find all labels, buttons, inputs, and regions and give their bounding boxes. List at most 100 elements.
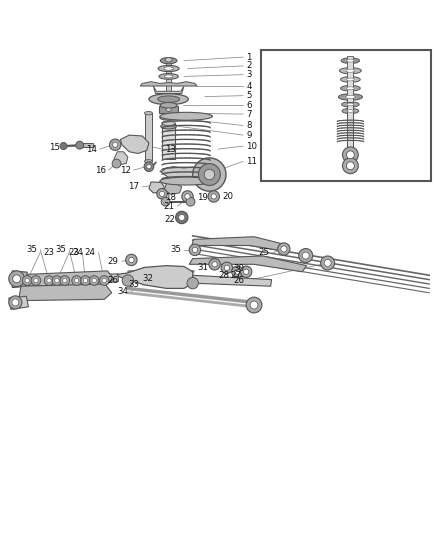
Text: 9: 9 <box>246 131 251 140</box>
Ellipse shape <box>165 58 172 62</box>
Circle shape <box>324 260 331 266</box>
Circle shape <box>278 243 290 255</box>
Polygon shape <box>149 182 164 193</box>
Ellipse shape <box>161 124 177 129</box>
Circle shape <box>89 276 99 285</box>
Circle shape <box>211 194 216 199</box>
Text: 35: 35 <box>55 245 66 254</box>
Circle shape <box>47 278 51 282</box>
Circle shape <box>25 278 29 282</box>
Text: 29: 29 <box>108 257 119 266</box>
Text: 30: 30 <box>233 264 244 273</box>
Ellipse shape <box>346 78 354 81</box>
Text: 32: 32 <box>143 274 154 283</box>
Polygon shape <box>26 274 118 283</box>
Ellipse shape <box>341 77 360 82</box>
Polygon shape <box>12 271 27 287</box>
Text: 14: 14 <box>86 144 97 154</box>
Text: 26: 26 <box>233 276 244 285</box>
Circle shape <box>92 278 96 282</box>
Ellipse shape <box>347 59 354 62</box>
Text: 5: 5 <box>246 91 252 100</box>
Text: 24: 24 <box>85 248 95 257</box>
Circle shape <box>232 266 243 278</box>
Polygon shape <box>114 152 128 165</box>
Ellipse shape <box>342 108 359 114</box>
Bar <box>347 56 353 157</box>
Circle shape <box>212 262 217 267</box>
Circle shape <box>208 191 219 202</box>
Text: 15: 15 <box>49 143 60 152</box>
Circle shape <box>198 164 220 185</box>
Ellipse shape <box>145 159 152 163</box>
Circle shape <box>182 191 193 202</box>
Circle shape <box>189 244 201 255</box>
Circle shape <box>63 278 67 282</box>
Circle shape <box>31 276 41 285</box>
Text: 8: 8 <box>246 121 252 130</box>
Polygon shape <box>189 256 307 272</box>
Circle shape <box>186 197 195 206</box>
Circle shape <box>9 296 22 309</box>
Circle shape <box>60 142 67 150</box>
Ellipse shape <box>159 74 178 79</box>
Polygon shape <box>192 237 289 251</box>
Circle shape <box>346 162 354 169</box>
Text: 25: 25 <box>259 248 270 257</box>
Text: 18: 18 <box>165 193 176 202</box>
Text: 23: 23 <box>43 248 54 257</box>
Circle shape <box>250 301 258 309</box>
Ellipse shape <box>341 58 360 63</box>
Ellipse shape <box>338 94 363 100</box>
Circle shape <box>346 151 354 159</box>
Ellipse shape <box>347 110 354 112</box>
Ellipse shape <box>339 68 361 74</box>
Circle shape <box>147 165 151 169</box>
Text: 22: 22 <box>165 215 176 224</box>
Circle shape <box>12 299 19 306</box>
Ellipse shape <box>342 102 359 107</box>
Polygon shape <box>153 86 184 93</box>
Circle shape <box>99 276 109 285</box>
Circle shape <box>343 158 358 174</box>
Bar <box>166 61 171 104</box>
Ellipse shape <box>164 67 173 70</box>
Circle shape <box>224 265 230 270</box>
Circle shape <box>110 139 121 150</box>
Circle shape <box>179 214 185 221</box>
Circle shape <box>144 162 154 172</box>
Polygon shape <box>164 183 182 194</box>
Circle shape <box>44 276 54 285</box>
Ellipse shape <box>164 75 173 78</box>
Ellipse shape <box>149 94 188 104</box>
Circle shape <box>185 194 190 199</box>
Circle shape <box>159 191 165 197</box>
Ellipse shape <box>346 95 355 99</box>
Text: 27: 27 <box>230 271 241 280</box>
Circle shape <box>122 275 134 286</box>
Text: 11: 11 <box>246 157 257 166</box>
Circle shape <box>9 271 25 287</box>
Circle shape <box>55 278 59 282</box>
Circle shape <box>126 254 137 265</box>
Circle shape <box>34 278 38 282</box>
Circle shape <box>60 276 70 285</box>
Text: 16: 16 <box>95 166 106 175</box>
Circle shape <box>192 247 198 253</box>
Circle shape <box>74 278 79 282</box>
Text: 2: 2 <box>246 61 252 70</box>
Text: 31: 31 <box>197 263 208 272</box>
Circle shape <box>343 147 358 163</box>
Circle shape <box>235 269 240 274</box>
Circle shape <box>157 189 167 199</box>
Circle shape <box>221 262 233 273</box>
Circle shape <box>83 278 88 282</box>
Text: 20: 20 <box>222 192 233 201</box>
Ellipse shape <box>160 58 177 64</box>
Circle shape <box>321 256 335 270</box>
Circle shape <box>81 276 90 285</box>
Polygon shape <box>192 275 272 286</box>
Text: 26: 26 <box>108 276 119 285</box>
Text: 1: 1 <box>246 53 252 62</box>
Bar <box>80 143 93 147</box>
